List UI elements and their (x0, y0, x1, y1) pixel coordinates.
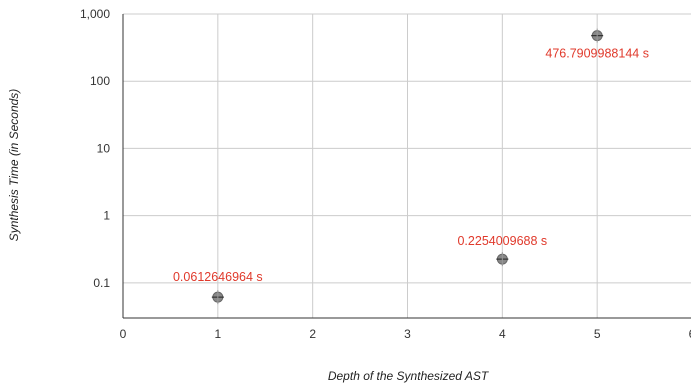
data-label: 0.2254009688 s (457, 234, 547, 248)
x-tick-label: 0 (120, 327, 127, 341)
x-tick-label: 4 (499, 327, 506, 341)
x-tick-label: 6 (689, 327, 691, 341)
x-tick-label: 3 (404, 327, 411, 341)
axes (122, 14, 691, 319)
x-axis-title: Depth of the Synthesized AST (328, 369, 490, 383)
x-tick-label: 2 (309, 327, 316, 341)
y-axis-title: Synthesis Time (in Seconds) (7, 89, 21, 242)
data-label: 476.7909988144 s (545, 47, 649, 61)
y-tick-label: 1 (103, 209, 110, 223)
grid (123, 13, 691, 318)
x-tick-label: 5 (594, 327, 601, 341)
tick-labels: 0 1 2 3 4 5 6 0.1 1 10 100 1,000 (80, 7, 691, 341)
y-tick-label: 10 (97, 141, 111, 155)
y-tick-label: 1,000 (80, 7, 110, 21)
data-points (211, 28, 604, 305)
x-tick-label: 1 (214, 327, 221, 341)
y-tick-label: 100 (90, 74, 110, 88)
y-tick-label: 0.1 (93, 276, 110, 290)
data-labels: 0.0612646964 s 0.2254009688 s 476.79099881… (173, 47, 649, 285)
data-label: 0.0612646964 s (173, 270, 263, 284)
